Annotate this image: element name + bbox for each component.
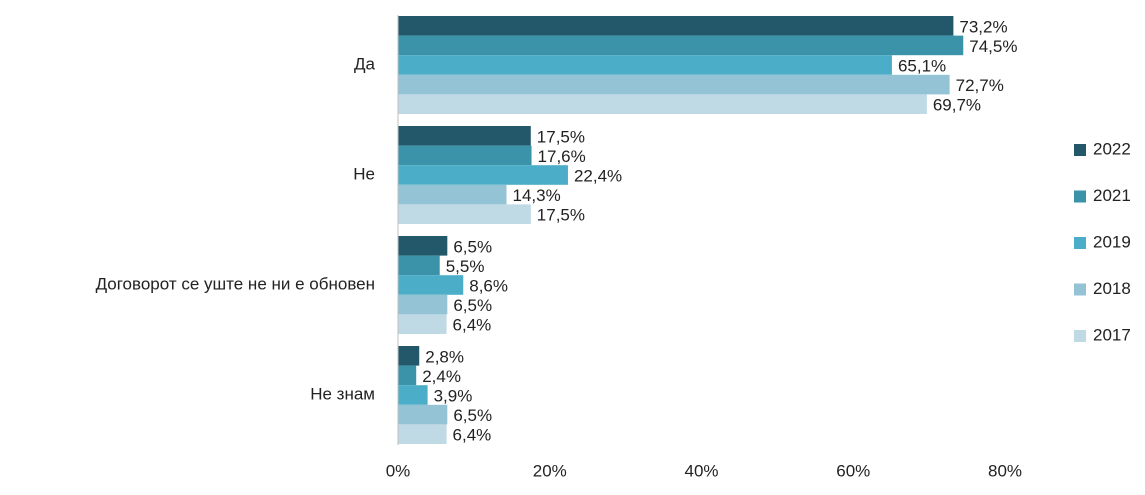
value-label: 6,5%: [453, 296, 492, 315]
value-label: 22,4%: [574, 166, 622, 185]
bar: [398, 94, 927, 114]
bar: [398, 365, 417, 386]
bar: [398, 346, 420, 366]
value-label: 69,7%: [933, 96, 981, 115]
value-label: 73,2%: [959, 17, 1007, 36]
legend-label: 2018: [1093, 279, 1131, 298]
bar: [398, 16, 954, 36]
value-label: 6,4%: [453, 426, 492, 445]
value-label: 74,5%: [969, 37, 1017, 56]
value-label: 65,1%: [898, 56, 946, 75]
bar: [398, 385, 428, 405]
value-label: 72,7%: [956, 76, 1004, 95]
value-label: 6,5%: [453, 406, 492, 425]
bar: [398, 314, 447, 334]
x-tick-label: 0%: [386, 461, 411, 480]
legend-swatch: [1074, 237, 1086, 249]
value-label: 2,8%: [425, 347, 464, 366]
bar: [398, 404, 448, 425]
category-label: Не знам: [310, 384, 375, 403]
bar: [398, 275, 464, 295]
bar: [398, 184, 507, 205]
legend-swatch: [1074, 283, 1086, 296]
category-label: Договорот се уште не ни е обновен: [96, 274, 375, 293]
value-label: 5,5%: [446, 257, 485, 276]
legend-swatch: [1074, 144, 1086, 156]
bar: [398, 236, 448, 256]
legend-label: 2022: [1093, 139, 1131, 158]
legend-label: 2017: [1093, 325, 1131, 344]
value-label: 17,5%: [537, 127, 585, 146]
value-label: 6,4%: [453, 316, 492, 335]
bar: [398, 424, 447, 444]
bar: [398, 294, 448, 315]
value-label: 2,4%: [422, 367, 461, 386]
value-label: 14,3%: [513, 186, 561, 205]
bar: [398, 145, 532, 166]
category-label: Да: [354, 54, 376, 73]
legend-label: 2021: [1093, 186, 1131, 205]
bar: [398, 165, 568, 185]
value-label: 3,9%: [434, 386, 473, 405]
value-label: 17,6%: [538, 147, 586, 166]
bar: [398, 204, 531, 224]
value-label: 6,5%: [453, 237, 492, 256]
value-label: 17,5%: [537, 206, 585, 225]
bar: [398, 126, 531, 146]
category-label: Не: [353, 164, 375, 183]
value-label: 8,6%: [469, 276, 508, 295]
bar: [398, 55, 892, 75]
x-tick-label: 20%: [533, 461, 567, 480]
x-tick-label: 40%: [684, 461, 718, 480]
x-tick-label: 80%: [988, 461, 1022, 480]
bar: [398, 255, 440, 276]
legend-label: 2019: [1093, 232, 1131, 251]
bar: [398, 74, 950, 95]
x-tick-label: 60%: [836, 461, 870, 480]
legend-swatch: [1074, 190, 1086, 203]
bar: [398, 35, 964, 56]
legend-swatch: [1074, 330, 1086, 342]
